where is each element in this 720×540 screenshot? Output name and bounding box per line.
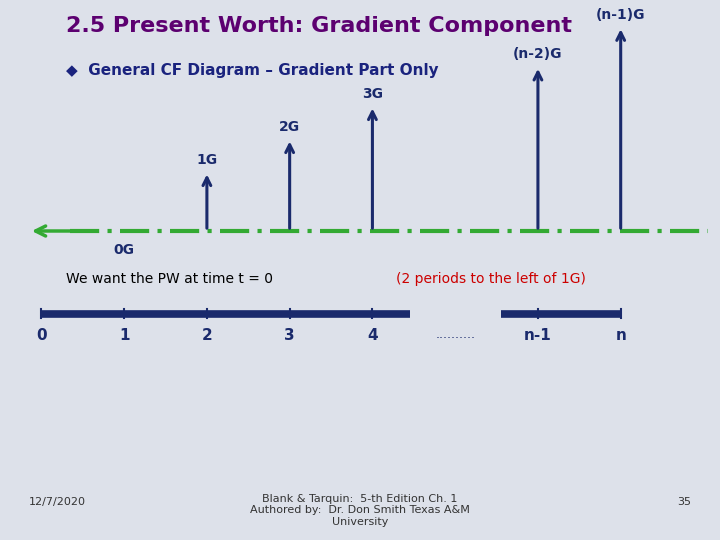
Text: (n-1)G: (n-1)G — [596, 8, 645, 22]
Text: 1G: 1G — [197, 153, 217, 167]
Text: n: n — [616, 328, 626, 343]
Text: 4: 4 — [367, 328, 378, 343]
Text: 2: 2 — [202, 328, 212, 343]
Text: Blank & Tarquin:  5-th Edition Ch. 1
Authored by:  Dr. Don Smith Texas A&M
Unive: Blank & Tarquin: 5-th Edition Ch. 1 Auth… — [250, 494, 470, 527]
Text: 2.5 Present Worth: Gradient Component: 2.5 Present Worth: Gradient Component — [66, 17, 572, 37]
Text: (2 periods to the left of 1G): (2 periods to the left of 1G) — [395, 272, 585, 286]
Text: (n-2)G: (n-2)G — [513, 48, 563, 62]
Text: We want the PW at time t = 0: We want the PW at time t = 0 — [66, 272, 278, 286]
Text: 3: 3 — [284, 328, 295, 343]
Text: 0: 0 — [36, 328, 47, 343]
Text: ..........: .......... — [435, 328, 475, 341]
Text: ◆  General CF Diagram – Gradient Part Only: ◆ General CF Diagram – Gradient Part Onl… — [66, 63, 438, 78]
Text: 3G: 3G — [362, 87, 383, 101]
Text: 0G: 0G — [114, 243, 135, 257]
Text: 1: 1 — [119, 328, 130, 343]
Text: 2G: 2G — [279, 120, 300, 134]
Text: n-1: n-1 — [524, 328, 552, 343]
Text: 35: 35 — [678, 497, 691, 507]
Text: 12/7/2020: 12/7/2020 — [29, 497, 86, 507]
